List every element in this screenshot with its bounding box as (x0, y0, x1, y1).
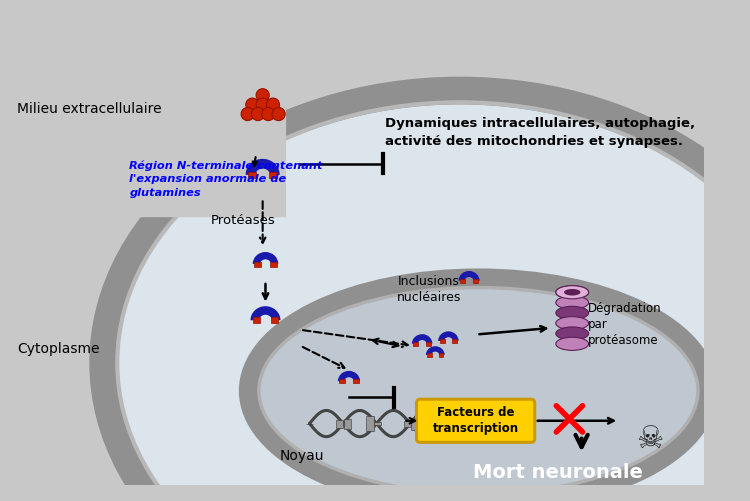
FancyBboxPatch shape (336, 419, 344, 428)
Ellipse shape (556, 286, 589, 299)
Circle shape (262, 107, 274, 121)
Bar (353, 379, 358, 383)
FancyBboxPatch shape (344, 418, 351, 429)
Ellipse shape (556, 286, 589, 299)
Bar (340, 379, 345, 383)
Bar (253, 318, 260, 323)
Bar (269, 172, 278, 178)
Ellipse shape (556, 337, 589, 350)
Bar (439, 353, 443, 357)
FancyBboxPatch shape (404, 420, 411, 426)
FancyBboxPatch shape (412, 417, 419, 429)
Circle shape (256, 98, 269, 111)
Bar (427, 353, 432, 357)
FancyBboxPatch shape (0, 11, 286, 217)
Text: Mort neuronale: Mort neuronale (473, 463, 643, 482)
FancyBboxPatch shape (442, 421, 449, 426)
Text: Cytoplasme: Cytoplasme (17, 342, 100, 356)
Bar (460, 279, 465, 283)
Bar (413, 342, 419, 346)
FancyBboxPatch shape (366, 416, 374, 431)
Circle shape (256, 89, 269, 102)
Text: Milieu extracellulaire: Milieu extracellulaire (17, 102, 161, 116)
Text: Dynamiques intracellulaires, autophagie,
activité des mitochondries et synapses.: Dynamiques intracellulaires, autophagie,… (385, 117, 694, 148)
Bar (440, 339, 445, 343)
FancyBboxPatch shape (479, 417, 487, 430)
Ellipse shape (104, 91, 750, 501)
FancyBboxPatch shape (434, 417, 442, 430)
Bar (452, 339, 458, 343)
FancyBboxPatch shape (416, 399, 535, 442)
Text: Protéases: Protéases (211, 214, 276, 227)
Bar (248, 172, 256, 178)
Bar (270, 262, 277, 267)
Text: Région N-terminale contenant
l'expansion anormale de
glutamines: Région N-terminale contenant l'expansion… (130, 161, 323, 197)
Bar (473, 279, 478, 283)
Bar (271, 318, 278, 323)
Bar (254, 262, 261, 267)
Ellipse shape (248, 278, 708, 501)
Ellipse shape (564, 289, 580, 296)
Ellipse shape (556, 296, 589, 309)
Ellipse shape (556, 306, 589, 320)
Text: ☠: ☠ (637, 425, 664, 454)
Ellipse shape (556, 317, 589, 330)
Text: Noyau: Noyau (280, 449, 324, 463)
Ellipse shape (556, 327, 589, 340)
Text: Inclusions
nucléaires: Inclusions nucléaires (397, 276, 461, 305)
Circle shape (246, 98, 259, 111)
Circle shape (266, 98, 280, 111)
Text: Facteurs de
transcription: Facteurs de transcription (433, 406, 519, 435)
Circle shape (272, 107, 285, 121)
Text: Dégradation
par
protéasome: Dégradation par protéasome (588, 302, 662, 347)
FancyBboxPatch shape (374, 422, 381, 425)
Circle shape (251, 107, 265, 121)
FancyBboxPatch shape (472, 422, 479, 425)
Circle shape (241, 107, 254, 121)
Bar (426, 342, 431, 346)
